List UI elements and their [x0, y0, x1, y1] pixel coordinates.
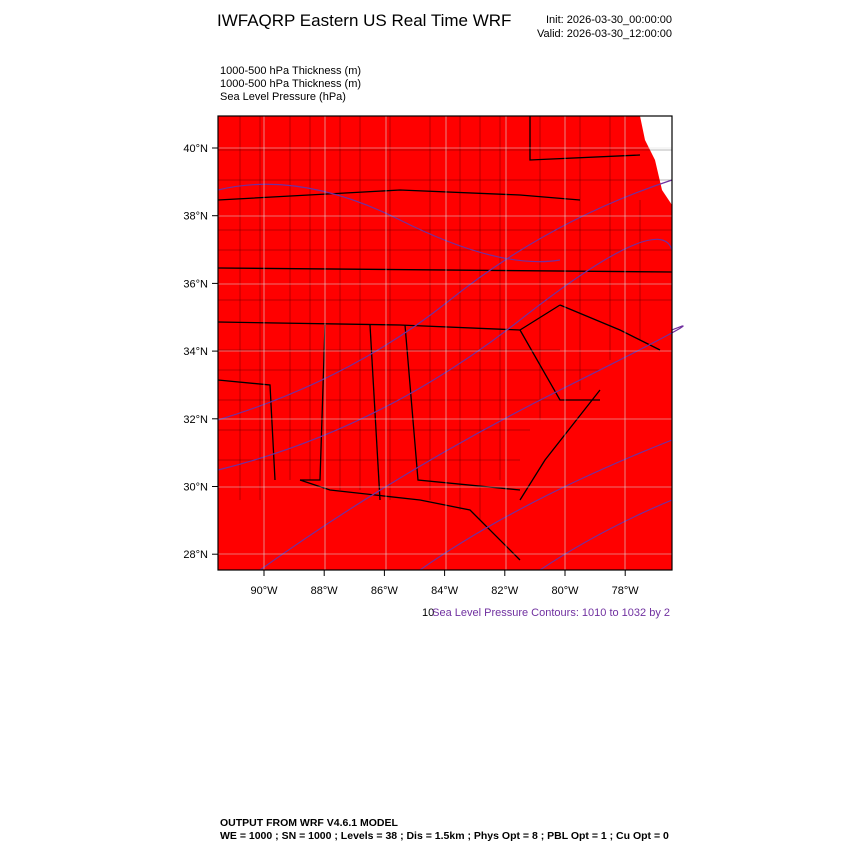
map-fill — [218, 116, 672, 570]
footer-line: WE = 1000 ; SN = 1000 ; Levels = 38 ; Di… — [220, 830, 669, 842]
lon-label: 84°W — [431, 585, 459, 597]
lat-label: 30°N — [183, 482, 208, 494]
contour-note: Sea Level Pressure Contours: 1010 to 103… — [432, 607, 670, 619]
lon-label: 88°W — [311, 585, 339, 597]
lat-label: 36°N — [183, 278, 208, 290]
lon-label: 82°W — [491, 585, 519, 597]
valid-time: Valid: 2026-03-30_12:00:00 — [537, 28, 672, 40]
county-borders — [218, 116, 672, 520]
title: IWFAQRP Eastern US Real Time WRF — [217, 11, 511, 30]
field-label: 1000-500 hPa Thickness (m) — [220, 65, 361, 77]
contour-prefix: 10 — [422, 607, 434, 619]
init-time: Init: 2026-03-30_00:00:00 — [546, 14, 672, 26]
footer-line: OUTPUT FROM WRF V4.6.1 MODEL — [220, 817, 399, 829]
lat-label: 40°N — [183, 143, 208, 155]
lat-label: 34°N — [183, 346, 208, 358]
lat-label: 32°N — [183, 414, 208, 426]
lon-label: 78°W — [612, 585, 640, 597]
map — [217, 115, 684, 571]
lat-label: 28°N — [183, 549, 208, 561]
graticule — [218, 116, 672, 570]
lon-label: 86°W — [371, 585, 399, 597]
field-label: 1000-500 hPa Thickness (m) — [220, 78, 361, 90]
lon-label: 80°W — [551, 585, 579, 597]
lat-label: 38°N — [183, 211, 208, 223]
pressure-contours — [217, 179, 684, 571]
lon-label: 90°W — [250, 585, 278, 597]
field-label: Sea Level Pressure (hPa) — [220, 91, 346, 103]
